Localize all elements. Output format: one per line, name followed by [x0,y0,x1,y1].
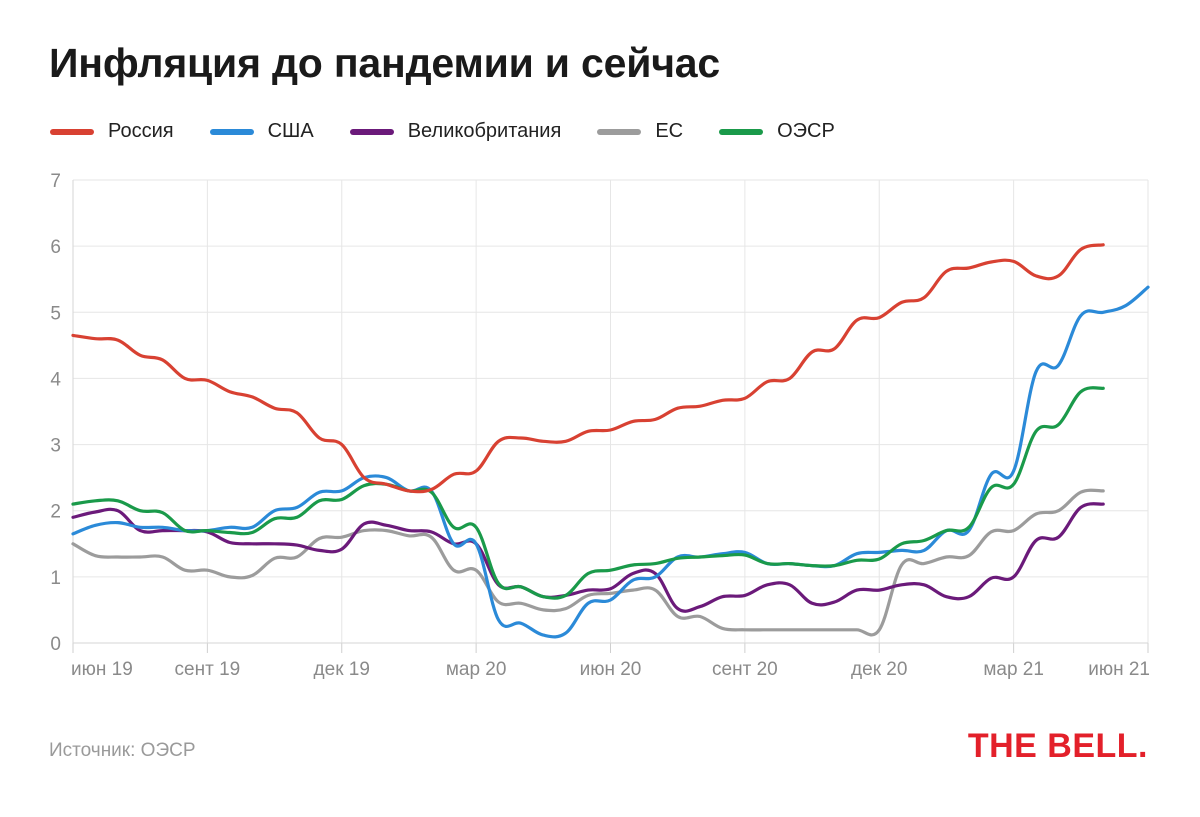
y-tick-label: 5 [50,303,61,324]
y-tick-label: 2 [50,502,61,523]
chart-legend: Россия США Великобритания ЕС ОЭСР [50,120,871,143]
legend-label: США [267,120,314,142]
x-tick-label: сент 20 [712,659,778,680]
x-tick-label: дек 20 [851,659,907,680]
legend-item: США [209,120,314,143]
y-tick-label: 3 [50,436,61,457]
legend-item: ЕС [597,120,683,143]
legend-swatch [719,128,764,135]
y-tick-label: 7 [50,171,61,192]
brand-logo: THE BELL. [967,727,1148,765]
x-tick-label: июн 21 [1088,659,1150,680]
legend-label: Россия [108,120,174,142]
legend-swatch [209,128,254,135]
x-tick-label: мар 20 [446,659,507,680]
series-line-Великобритания [71,502,1105,613]
legend-label: ЕС [655,120,684,142]
legend-item: ОЭСР [719,120,835,143]
legend-item: Великобритания [349,120,562,143]
series-line-ЕС [71,488,1105,637]
legend-swatch [349,128,394,135]
chart-title: Инфляция до пандемии и сейчас [49,40,721,86]
x-tick-label: сент 19 [175,659,241,680]
legend-item: Россия [50,120,174,143]
x-tick-label: июн 20 [580,659,642,680]
legend-label: ОЭСР [777,120,835,142]
series-line-ОЭСР [71,386,1105,600]
x-tick-label: мар 21 [983,659,1044,680]
source-note: Источник: ОЭСР [49,740,196,761]
legend-swatch [597,128,642,135]
legend-label: Великобритания [407,120,562,142]
y-tick-label: 0 [50,634,61,655]
x-tick-label: дек 19 [314,659,370,680]
y-tick-label: 1 [50,568,61,589]
y-tick-label: 6 [50,237,61,258]
y-tick-label: 4 [50,369,61,390]
x-tick-label: июн 19 [71,659,133,680]
series-line-Россия [71,243,1105,494]
legend-swatch [50,128,94,135]
